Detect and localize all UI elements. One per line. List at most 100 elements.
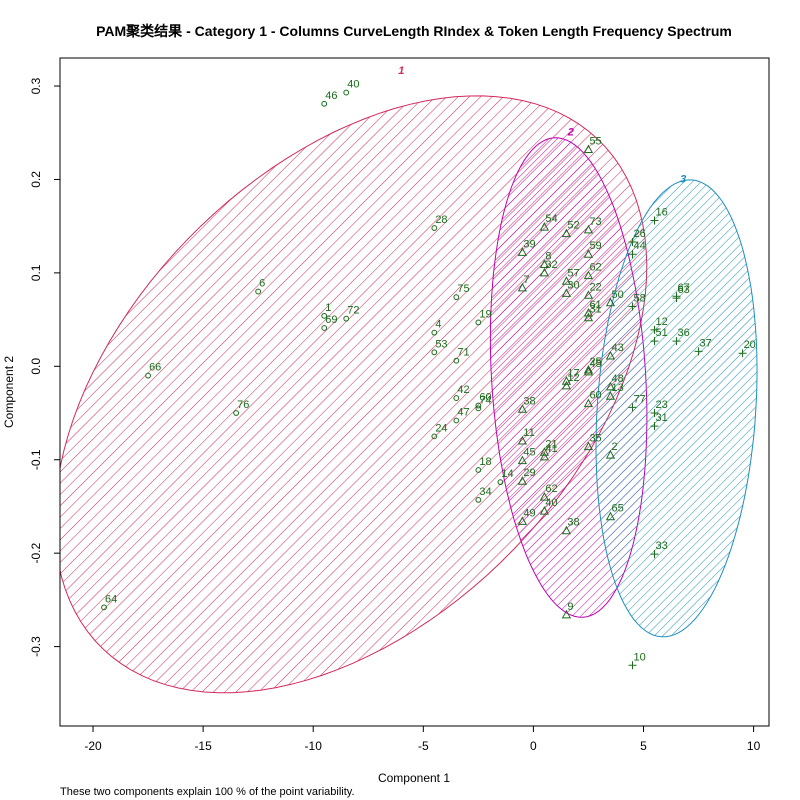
point-label: 62 [589,262,601,274]
data-point [583,364,594,374]
y-tick-label: -0.3 [29,636,43,657]
point-label: 72 [347,305,359,317]
point-label: 8 [545,250,551,262]
data-point [321,325,328,331]
point-label: 57 [567,267,579,279]
data-point [561,288,572,297]
data-point [628,661,637,670]
point-label: 53 [435,338,447,350]
point-label: 66 [149,362,161,374]
point-label: 22 [589,281,601,293]
data-point [605,350,616,360]
x-tick-label: 10 [747,739,761,753]
point-label: 12 [567,372,579,384]
cluster-ellipse-3 [595,179,758,638]
data-point [539,492,550,501]
point-label: 12 [656,316,668,328]
point-label: 60 [479,392,491,404]
y-tick-label: 0.1 [29,264,43,281]
point-label: 29 [523,467,535,479]
y-axis-label: Component 2 [2,356,16,428]
y-tick-label: 0.0 [29,358,43,375]
plot-frame [59,57,770,727]
point-label: 14 [501,468,513,480]
point-label: 76 [237,399,249,411]
data-point [431,349,438,356]
data-point [628,238,637,247]
data-point [343,315,350,322]
point-label: 36 [678,327,690,339]
data-point [255,288,262,295]
point-label: 31 [656,412,668,424]
point-label: 65 [611,503,623,515]
data-point [561,276,572,285]
point-label: 61 [589,299,601,311]
y-tick-label: -0.1 [29,449,43,470]
point-label: 11 [523,427,534,439]
point-label: 52 [567,220,579,232]
point-label: 26 [633,228,645,240]
x-tick-label: -20 [84,739,102,753]
x-tick-label: -10 [305,739,323,753]
data-point [605,391,616,400]
point-label: 62 [545,483,557,495]
point-label: 46 [325,90,337,102]
point-label: 44 [633,240,645,252]
x-tick-label: -15 [194,739,212,753]
data-point [517,282,528,292]
point-label: 16 [656,207,668,219]
point-label: 25 [589,356,601,368]
point-label: 69 [325,314,337,326]
data-point [475,405,482,412]
x-tick-label: -5 [418,739,429,753]
data-point [583,290,594,299]
cluster-label-2: 2 [567,127,574,139]
cluster-label-3: 3 [680,173,686,185]
point-label: 43 [611,342,623,354]
point-label: 10 [633,651,645,663]
point-label: 77 [633,393,645,405]
point-label: 9 [567,601,573,613]
point-label: 48 [611,373,623,385]
data-point [431,225,438,231]
data-point [453,294,460,301]
point-label: 23 [656,399,668,411]
data-point [497,479,504,486]
point-label: 64 [105,593,117,605]
data-point [321,312,328,319]
data-point [517,436,528,445]
point-label: 45 [523,447,535,459]
data-point [475,497,482,503]
y-tick-label: 0.2 [29,171,43,188]
data-point [101,604,107,611]
data-point [583,224,594,234]
data-point [583,366,594,376]
data-point [605,297,616,307]
data-point [583,270,594,280]
data-point [738,349,747,358]
data-point [539,506,550,515]
point-label: 24 [435,422,447,434]
data-point [672,337,681,346]
point-label: 42 [457,384,469,396]
y-tick-label: -0.2 [29,543,43,564]
data-point [517,476,528,485]
point-label: 18 [479,456,491,468]
cluster-labels: 1 2 3 [398,65,686,185]
x-axis-label: Component 1 [378,771,450,785]
point-label: 47 [457,406,469,418]
data-point [650,325,659,334]
data-point [475,319,482,326]
data-point [145,372,151,379]
data-point [539,447,550,456]
point-label: 28 [435,214,447,226]
point-label: 31 [589,304,601,316]
point-label: 38 [567,517,579,529]
data-point [517,404,528,413]
data-point [453,357,460,364]
data-point [561,609,572,619]
data-point [583,144,594,154]
data-point [453,417,460,424]
y-tick-label: 0.3 [29,77,43,94]
